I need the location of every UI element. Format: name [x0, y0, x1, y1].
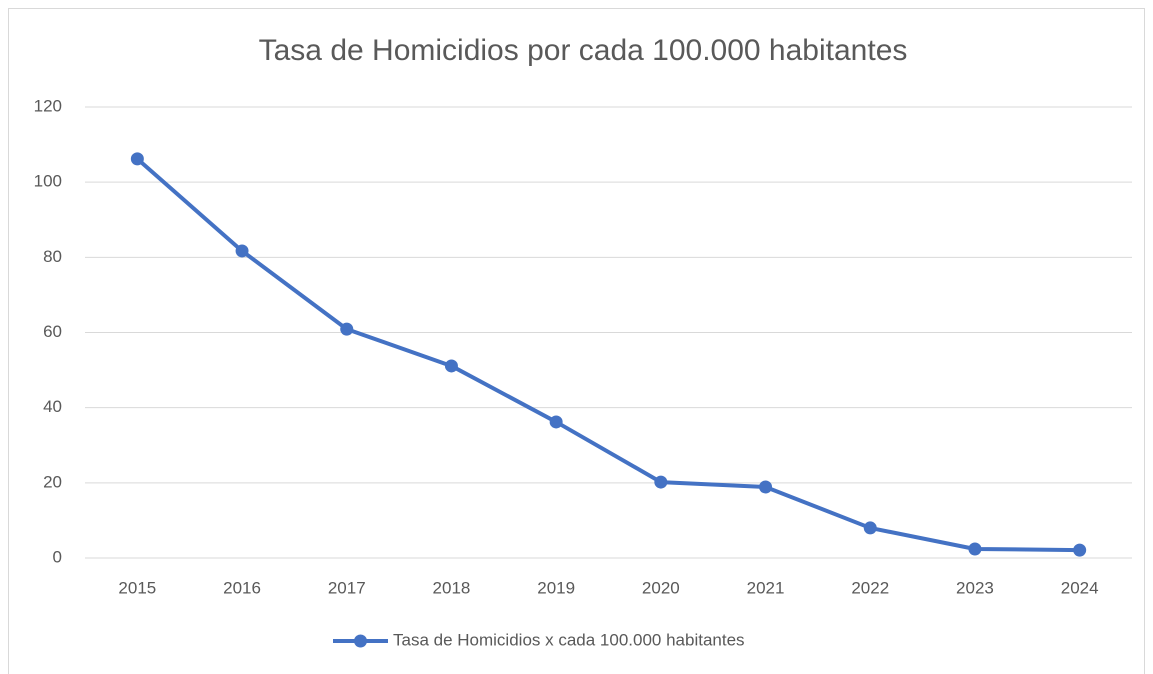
x-tick-label: 2016	[223, 578, 261, 597]
x-tick-label: 2021	[747, 578, 785, 597]
legend-marker	[354, 634, 367, 648]
data-point	[863, 521, 877, 535]
series-line	[136, 157, 1080, 553]
y-tick-label: 0	[53, 547, 62, 566]
y-tick-label: 60	[43, 322, 62, 341]
x-tick-label: 2019	[537, 578, 575, 597]
data-point	[549, 415, 563, 429]
data-point	[235, 244, 249, 258]
x-tick-label: 2017	[328, 578, 366, 597]
y-tick-label: 100	[34, 172, 62, 191]
y-tick-label: 20	[43, 472, 62, 491]
data-point	[759, 480, 773, 494]
x-tick-label: 2018	[433, 578, 471, 597]
x-tick-label: 2020	[642, 578, 680, 597]
data-point	[968, 542, 982, 556]
data-point	[654, 475, 668, 489]
x-tick-label: 2022	[851, 578, 889, 597]
y-tick-label: 120	[34, 96, 62, 115]
y-tick-label: 40	[43, 397, 62, 416]
x-tick-label: 2023	[956, 578, 994, 597]
chart-frame	[8, 8, 1145, 674]
data-point	[1073, 543, 1087, 557]
x-tick-label: 2015	[118, 578, 156, 597]
data-point	[130, 152, 144, 166]
data-point	[444, 359, 458, 373]
data-point	[340, 322, 354, 336]
x-tick-label: 2024	[1061, 578, 1099, 597]
chart-title: Tasa de Homicidios por cada 100.000 habi…	[259, 34, 908, 67]
y-tick-label: 80	[43, 247, 62, 266]
legend-label: Tasa de Homicidios x cada 100.000 habita…	[393, 630, 745, 649]
